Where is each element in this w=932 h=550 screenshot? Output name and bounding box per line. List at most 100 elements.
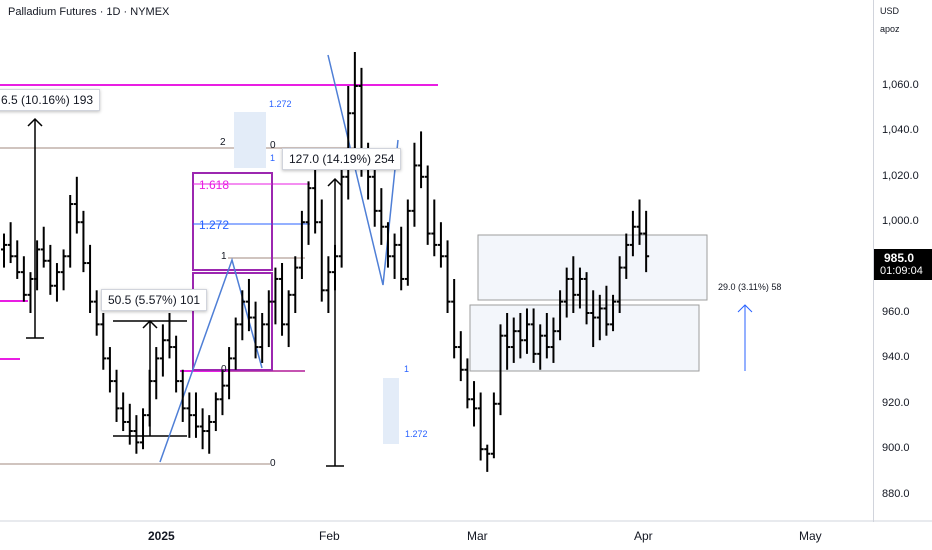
ohlc-bar [199,408,206,450]
fib-label-1-mar: 1 [404,364,410,374]
fib-label-1272-mar: 1.272 [405,429,428,439]
range-box-lower [469,304,700,372]
ohlc-bar [590,290,597,348]
ohlc-bar [404,199,411,286]
ohlc-bar [186,392,193,438]
ohlc-bar [239,290,246,341]
fib-label-1272: 1.272 [199,218,230,232]
ohlc-bar [345,86,352,200]
y-tick-label: 960.0 [882,306,910,318]
ohlc-bar [563,267,570,318]
ohlc-bar [643,210,650,273]
ohlc-bars [1,51,650,472]
target-zone-mar [383,378,399,444]
ohlc-bar [325,256,332,313]
ohlc-bar [444,240,451,313]
ohlc-bar [146,369,153,427]
ohlc-bar [517,313,524,359]
x-tick-label: 2025 [148,529,175,543]
ohlc-bar [265,290,272,348]
ohlc-bar [391,233,398,279]
ohlc-bar [113,369,120,422]
ohlc-bar [437,222,444,268]
ohlc-bar [192,392,199,438]
fib-box-upper [192,172,273,271]
ohlc-bar [27,272,34,313]
ohlc-bar [153,347,160,400]
ohlc-bar [206,415,213,454]
ohlc-bar [378,188,385,245]
ohlc-bar [351,51,358,155]
x-tick-label: Mar [467,529,488,543]
ohlc-bar [166,313,173,359]
ohlc-bar [100,313,107,370]
ohlc-bar [431,199,438,257]
ohlc-bar [179,369,186,422]
x-tick-label: Apr [634,529,653,543]
target-zone-top [234,112,266,168]
ohlc-bar [464,358,471,409]
ohlc-bar [371,165,378,227]
ohlc-bar [384,222,391,268]
x-tick-label: May [799,529,822,543]
ohlc-bar [471,381,478,427]
ohlc-bar [616,256,623,313]
ohlc-bar [34,240,41,291]
ohlc-bar [272,267,279,325]
ohlc-bar [93,290,100,336]
measure-label-feb: 127.0 (14.19%) 254 [282,148,402,170]
ohlc-bar [67,194,74,268]
measure-feb-arrow [327,177,343,187]
ohlc-bar [259,313,266,363]
ohlc-bar [490,392,497,459]
measure-label-mid: 50.5 (5.57%) 101 [101,289,208,311]
ohlc-bar [120,392,127,432]
ohlc-bar [537,324,544,370]
range-box-upper [477,234,708,301]
ohlc-bar [576,267,583,309]
ohlc-bar [523,308,530,354]
ohlc-bar [504,313,511,370]
ohlc-bar [543,313,550,359]
ohlc-bar [219,369,226,416]
price-axis [873,0,932,522]
ohlc-bar [510,317,517,363]
ohlc-bar [497,324,504,416]
ohlc-bar [80,210,87,273]
currency-label[interactable]: USD [880,6,900,16]
ohlc-bar [133,415,140,454]
ohlc-bar [550,317,557,363]
ohlc-bar [305,181,312,245]
ohlc-bar [318,199,325,302]
ohlc-bar [292,256,299,313]
fib-label-1272-top: 1.272 [269,99,292,109]
ohlc-bar [285,290,292,348]
ohlc-bar [226,347,233,400]
y-tick-label: 920.0 [882,396,910,409]
ohlc-bar [53,263,60,302]
ohlc-bar [298,210,305,279]
ohlc-bar [418,131,425,189]
x-tick-label: Feb [319,529,340,543]
ohlc-bar [557,290,564,341]
fib-label-1618: 1.618 [199,178,230,192]
ohlc-bar [252,301,259,359]
ohlc-bar [398,226,405,291]
y-tick-label: 880.0 [882,487,910,500]
ohlc-bar [47,244,54,295]
ohlc-bar [140,408,147,450]
measure-label-right: 29.0 (3.11%) 58 [718,282,782,292]
y-tick-label: 940.0 [882,351,910,364]
ohlc-bar [20,256,27,302]
ohlc-bar [87,244,94,313]
y-tick-label: 900.0 [882,442,910,455]
fib-label-0: 0 [221,364,227,375]
swing-zigzag-2 [327,54,399,286]
ohlc-bar [477,392,484,461]
ohlc-bar [424,165,431,245]
ohlc-bar [73,176,80,234]
ohlc-bar [245,278,252,332]
ohlc-bar [126,403,133,445]
fib-label-0-bottom: 0 [270,458,276,469]
